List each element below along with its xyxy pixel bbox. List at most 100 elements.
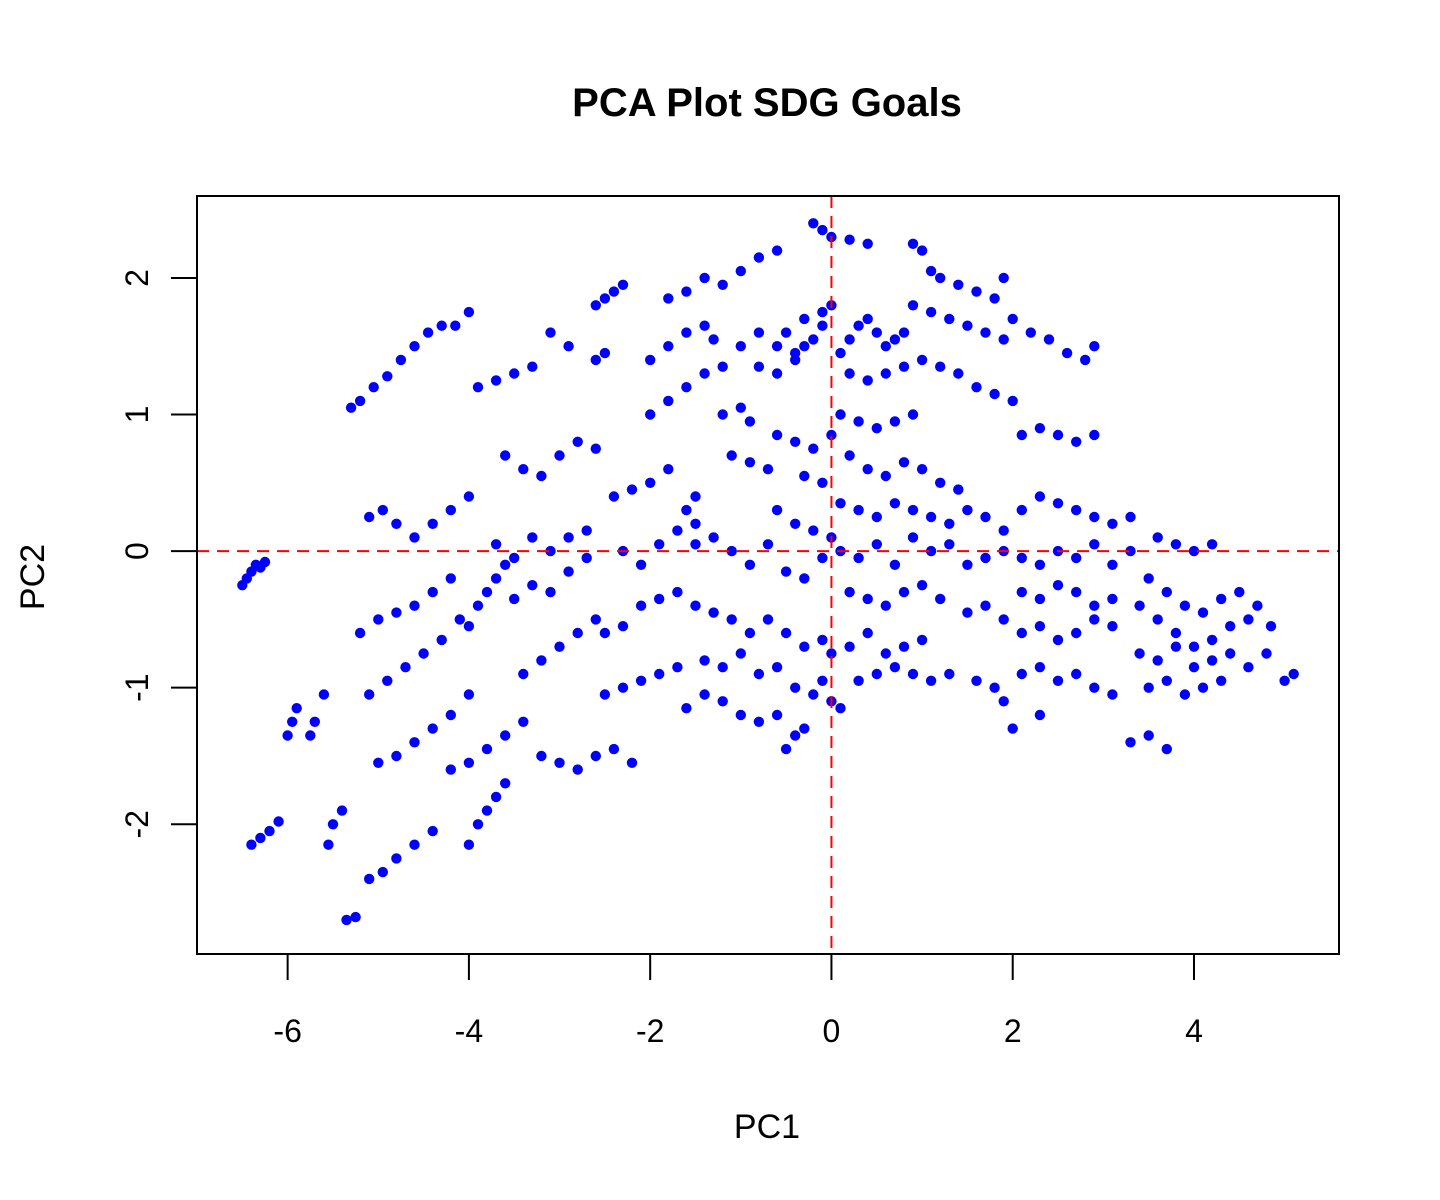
data-point [735, 648, 746, 659]
data-point [536, 470, 547, 482]
x-tick-label: -6 [273, 1013, 301, 1049]
data-point [1225, 621, 1236, 632]
data-point [1188, 662, 1200, 673]
data-point [962, 607, 973, 618]
data-point [1279, 675, 1290, 686]
data-point [1052, 675, 1064, 686]
data-point [382, 675, 393, 686]
data-point [1107, 593, 1118, 605]
data-point [264, 825, 275, 837]
data-point [953, 279, 964, 290]
data-point [726, 545, 737, 557]
data-point [780, 566, 792, 577]
data-point [599, 689, 611, 700]
data-point [1052, 634, 1064, 646]
data-point [780, 327, 792, 338]
data-point [844, 586, 855, 598]
data-point [762, 614, 774, 625]
data-point [853, 504, 864, 516]
data-point [771, 429, 783, 441]
data-point [889, 662, 901, 673]
data-point [291, 703, 302, 714]
data-point [1161, 743, 1173, 755]
data-point [699, 320, 710, 331]
data-point [844, 450, 855, 461]
data-point [771, 709, 783, 721]
data-point [436, 320, 447, 331]
data-point [916, 245, 928, 256]
data-point [1188, 641, 1200, 652]
data-point [364, 689, 375, 700]
data-point [853, 552, 864, 564]
data-point [572, 436, 583, 447]
x-tick-label: -2 [636, 1013, 664, 1049]
data-point [771, 368, 783, 379]
data-point [490, 573, 502, 584]
data-point [935, 361, 946, 372]
data-point [1179, 600, 1191, 611]
data-point [635, 675, 647, 686]
data-point [617, 621, 629, 632]
data-point [472, 819, 484, 830]
data-point [400, 662, 411, 673]
data-point [935, 477, 946, 488]
reference-lines [197, 196, 1339, 954]
data-point [780, 743, 792, 755]
data-point [350, 911, 361, 923]
data-point [590, 614, 601, 625]
data-point [500, 778, 511, 789]
data-point [862, 627, 873, 639]
data-point [808, 334, 819, 345]
data-point [1089, 682, 1100, 693]
data-point [509, 593, 520, 605]
data-point [287, 716, 298, 727]
data-point [481, 743, 493, 755]
data-point [871, 423, 882, 434]
data-point [454, 614, 465, 625]
data-point [1252, 600, 1263, 611]
data-point [472, 382, 484, 393]
data-point [1125, 545, 1136, 557]
y-tick-label: 2 [119, 269, 155, 287]
data-point [889, 334, 901, 345]
data-point [681, 382, 692, 393]
data-point [563, 566, 574, 577]
data-point [1071, 586, 1082, 598]
data-point [481, 805, 493, 816]
data-point [427, 825, 438, 837]
data-point [518, 668, 529, 680]
data-point [672, 525, 683, 536]
data-point [305, 730, 316, 741]
data-point [1034, 621, 1046, 632]
data-point [916, 354, 928, 366]
data-point [1225, 648, 1236, 659]
data-point [1234, 586, 1245, 598]
data-point [953, 484, 964, 495]
data-point [354, 395, 366, 407]
data-point [944, 313, 955, 325]
data-point [590, 354, 601, 366]
data-point [377, 866, 388, 878]
data-point [771, 245, 783, 256]
data-point [1016, 552, 1027, 564]
data-point [1197, 682, 1209, 693]
data-point [916, 580, 928, 591]
data-point [422, 327, 434, 338]
data-point [608, 286, 620, 297]
data-point [590, 300, 601, 311]
data-point [1080, 354, 1091, 366]
data-point [1170, 539, 1182, 550]
data-point [1034, 593, 1046, 605]
data-point [255, 832, 266, 844]
data-point [608, 743, 620, 755]
data-point [826, 648, 837, 659]
data-point [391, 750, 402, 762]
data-point [1206, 655, 1218, 666]
data-point [907, 238, 919, 249]
data-point [663, 464, 674, 475]
data-point [1052, 498, 1064, 509]
data-point [463, 621, 475, 632]
data-point [790, 354, 801, 366]
data-point [1016, 429, 1027, 441]
data-point [799, 470, 810, 482]
